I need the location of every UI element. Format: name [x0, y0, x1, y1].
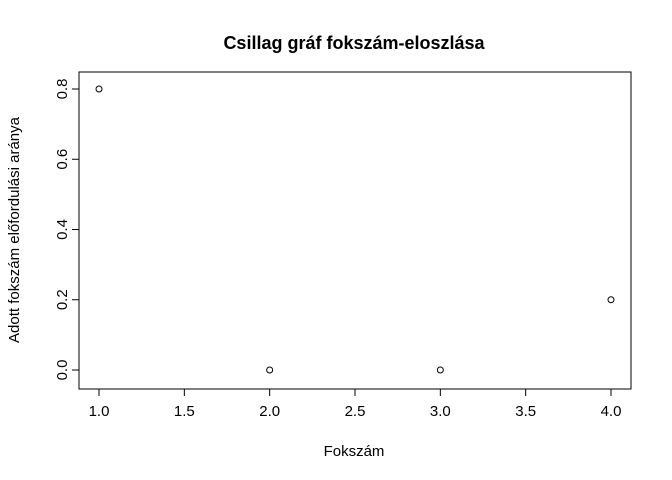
- data-point: [607, 296, 615, 304]
- x-axis: 1.0 1.5 2.0 2.5 3.0 3.5 4.0: [89, 388, 622, 420]
- plot-frame: [78, 71, 632, 390]
- data-point: [436, 366, 444, 374]
- x-axis-label: Fokszám: [324, 443, 385, 460]
- data-points: [95, 85, 615, 374]
- y-tick-label: 0.4: [54, 219, 71, 240]
- x-tick-label: 2.0: [259, 403, 280, 420]
- data-point: [266, 366, 274, 374]
- x-tick-label: 4.0: [601, 403, 622, 420]
- y-tick-label: 0.8: [54, 79, 71, 100]
- chart-title: Csillag gráf fokszám-eloszlása: [223, 33, 485, 53]
- x-tick-label: 1.0: [89, 403, 110, 420]
- x-tick-label: 3.5: [515, 403, 536, 420]
- y-axis: 0.0 0.2 0.4 0.6 0.8: [54, 79, 80, 381]
- y-tick-label: 0.6: [54, 149, 71, 170]
- x-tick-label: 3.0: [430, 403, 451, 420]
- x-tick-label: 1.5: [174, 403, 195, 420]
- x-tick-label: 2.5: [345, 403, 366, 420]
- y-axis-label: Adott fokszám előfordulási aránya: [6, 116, 23, 343]
- data-point: [95, 85, 103, 93]
- y-tick-label: 0.0: [54, 360, 71, 381]
- y-tick-label: 0.2: [54, 289, 71, 310]
